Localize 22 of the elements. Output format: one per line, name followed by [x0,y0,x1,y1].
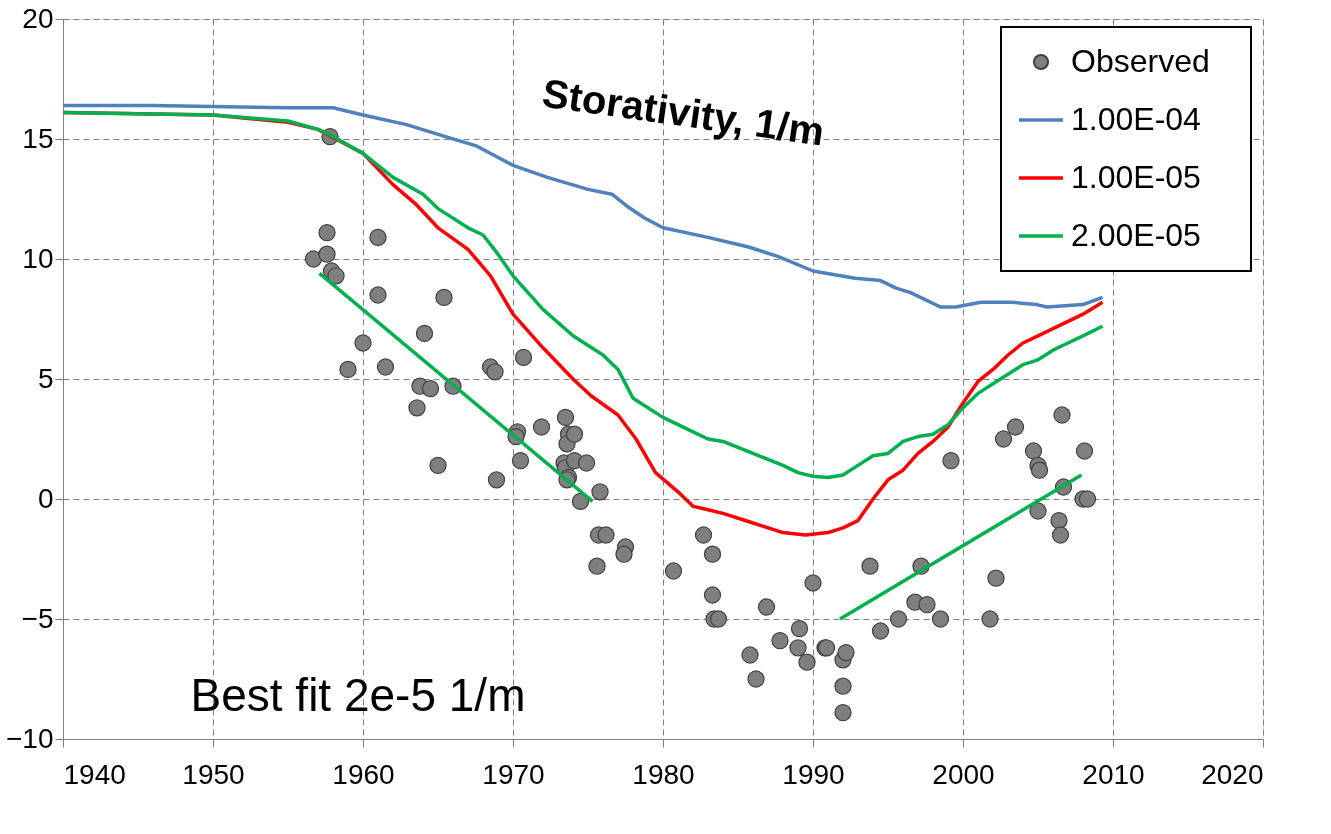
x-tick-label: 1990 [782,758,845,790]
annotation: Best fit 2e-5 1/m [190,669,526,721]
y-tick-label: 5 [37,362,54,394]
y-tick-label: 15 [22,122,54,154]
legend-label: 1.00E-04 [1071,101,1201,137]
y-tick-label: 0 [37,482,54,514]
x-tick-label: 2020 [1201,758,1264,790]
x-tick-label: 1960 [332,758,395,790]
legend-label: Observed [1071,43,1210,79]
y-tick-label: −10 [6,722,54,754]
annotation: Storativity, 1/m [539,70,827,154]
y-tick-label: 10 [22,242,54,274]
x-tick-label: 1970 [482,758,545,790]
legend-label: 1.00E-05 [1071,159,1201,195]
x-tick-label: 2000 [932,758,995,790]
legend-label: 2.00E-05 [1071,217,1201,253]
y-tick-label: 20 [22,2,54,34]
x-tick-label: 2010 [1082,758,1145,790]
x-tick-label: 1980 [632,758,695,790]
x-tick-label: 1950 [182,758,245,790]
y-tick-label: −5 [21,602,54,634]
x-tick-label: 1940 [63,758,126,790]
